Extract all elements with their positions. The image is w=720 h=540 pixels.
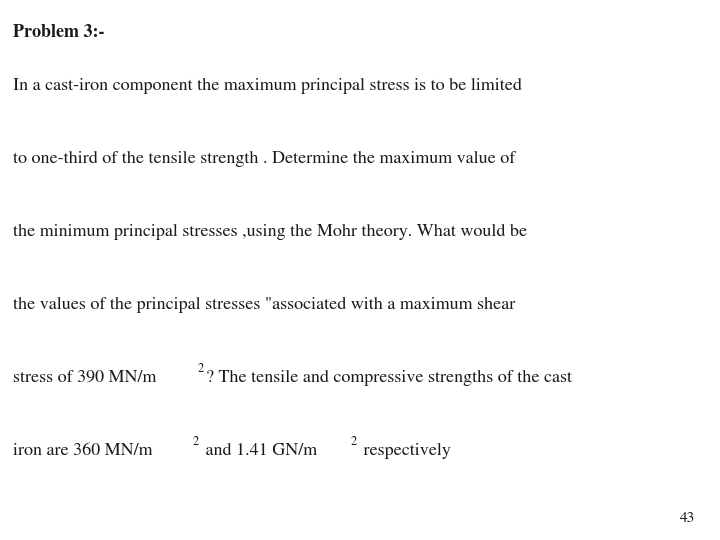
Text: the minimum principal stresses ,using the Mohr theory. What would be: the minimum principal stresses ,using th… — [13, 224, 527, 240]
Text: 2: 2 — [198, 363, 204, 375]
Text: ? The tensile and compressive strengths of the cast: ? The tensile and compressive strengths … — [206, 370, 572, 386]
Text: the values of the principal stresses "associated with a maximum shear: the values of the principal stresses "as… — [13, 297, 516, 313]
Text: 2: 2 — [193, 436, 199, 448]
Text: stress of 390 MN/m: stress of 390 MN/m — [13, 370, 156, 386]
Text: iron are 360 MN/m: iron are 360 MN/m — [13, 443, 153, 459]
Text: 43: 43 — [680, 511, 695, 525]
Text: respectively: respectively — [359, 443, 451, 459]
Text: In a cast-iron component the maximum principal stress is to be limited: In a cast-iron component the maximum pri… — [13, 78, 522, 94]
Text: Problem 3:-: Problem 3:- — [13, 24, 104, 41]
Text: 2: 2 — [351, 436, 357, 448]
Text: to one-third of the tensile strength . Determine the maximum value of: to one-third of the tensile strength . D… — [13, 151, 516, 167]
Text: and 1.41 GN/m: and 1.41 GN/m — [201, 443, 317, 459]
